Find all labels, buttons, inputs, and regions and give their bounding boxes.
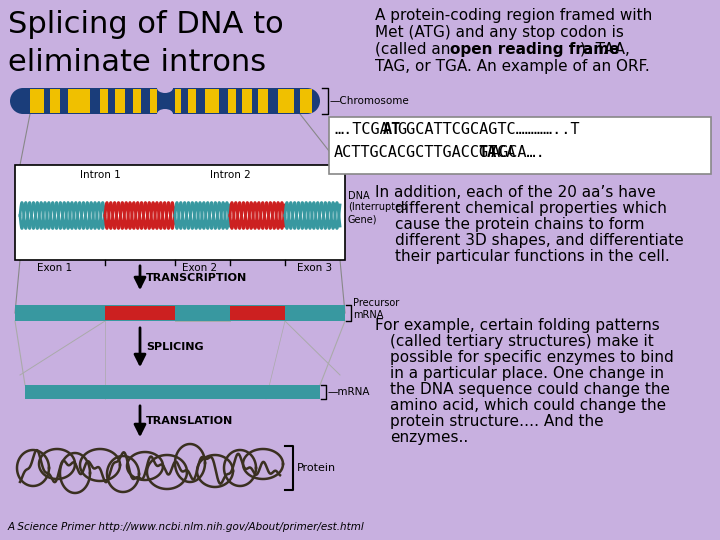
Bar	[50, 89, 60, 113]
Text: SPLICING: SPLICING	[146, 342, 204, 353]
Text: Protein: Protein	[297, 463, 336, 473]
Text: —mRNA: —mRNA	[328, 387, 371, 397]
Ellipse shape	[157, 83, 173, 93]
Text: (called tertiary structures) make it: (called tertiary structures) make it	[390, 334, 654, 349]
Bar	[278, 89, 294, 113]
Text: AT: AT	[383, 122, 401, 137]
Text: different chemical properties which: different chemical properties which	[395, 201, 667, 216]
Text: GGCATTCGCAGTC…………..T: GGCATTCGCAGTC…………..T	[397, 122, 580, 137]
Text: ). TAA,: ). TAA,	[580, 42, 630, 57]
Ellipse shape	[294, 88, 320, 114]
Ellipse shape	[10, 88, 36, 114]
Text: the DNA sequence could change the: the DNA sequence could change the	[390, 382, 670, 397]
Text: cause the protein chains to form: cause the protein chains to form	[395, 217, 644, 232]
Text: (called an: (called an	[375, 42, 455, 57]
Text: Exon 2: Exon 2	[182, 263, 217, 273]
Bar	[100, 89, 108, 113]
Text: in a particular place. One change in: in a particular place. One change in	[390, 366, 664, 381]
Text: Intron 2: Intron 2	[210, 170, 251, 180]
Bar	[133, 89, 141, 113]
Text: TA: TA	[478, 145, 496, 160]
Text: open reading frame: open reading frame	[450, 42, 619, 57]
Bar	[242, 89, 252, 113]
Text: Intron 1: Intron 1	[80, 170, 120, 180]
Text: Precursor
mRNA: Precursor mRNA	[353, 298, 400, 320]
Bar	[300, 89, 312, 113]
Text: ….TCGA: ….TCGA	[334, 122, 389, 137]
Text: possible for specific enzymes to bind: possible for specific enzymes to bind	[390, 350, 674, 365]
Text: amino acid, which could change the: amino acid, which could change the	[390, 398, 666, 413]
Text: their particular functions in the cell.: their particular functions in the cell.	[395, 249, 670, 264]
Bar	[68, 89, 90, 113]
Ellipse shape	[157, 109, 173, 119]
Text: Met (ATG) and any stop codon is: Met (ATG) and any stop codon is	[375, 25, 624, 40]
Bar	[230, 306, 285, 320]
Text: Splicing of DNA to: Splicing of DNA to	[8, 10, 284, 39]
Bar	[205, 89, 219, 113]
Bar	[150, 89, 168, 113]
Bar	[15, 305, 345, 321]
Text: ACTTGCACGCTTGACCGTCA: ACTTGCACGCTTGACCGTCA	[334, 145, 516, 160]
Text: —Chromosome: —Chromosome	[330, 96, 410, 106]
Text: For example, certain folding patterns: For example, certain folding patterns	[375, 318, 660, 333]
Bar	[188, 89, 196, 113]
Text: A protein-coding region framed with: A protein-coding region framed with	[375, 8, 652, 23]
Bar	[258, 89, 268, 113]
Text: Exon 3: Exon 3	[297, 263, 333, 273]
Text: Exon 1: Exon 1	[37, 263, 73, 273]
Bar	[175, 89, 181, 113]
Bar	[30, 89, 44, 113]
Bar	[157, 88, 173, 114]
Text: In addition, each of the 20 aa’s have: In addition, each of the 20 aa’s have	[375, 185, 656, 200]
Text: different 3D shapes, and differentiate: different 3D shapes, and differentiate	[395, 233, 684, 248]
FancyBboxPatch shape	[329, 117, 711, 174]
Text: protein structure…. And the: protein structure…. And the	[390, 414, 603, 429]
Bar	[25, 385, 320, 399]
Text: enzymes..: enzymes..	[390, 430, 468, 445]
Bar	[228, 89, 236, 113]
Text: AGCA….: AGCA….	[491, 145, 546, 160]
Bar	[105, 306, 175, 320]
Text: A Science Primer http://www.ncbi.nlm.nih.gov/About/primer/est.html: A Science Primer http://www.ncbi.nlm.nih…	[8, 522, 365, 532]
Text: TRANSLATION: TRANSLATION	[146, 416, 233, 427]
Text: DNA
(Interrupted
Gene): DNA (Interrupted Gene)	[348, 191, 408, 224]
Text: TAG, or TGA. An example of an ORF.: TAG, or TGA. An example of an ORF.	[375, 59, 649, 74]
Bar	[15, 165, 345, 260]
Text: eliminate introns: eliminate introns	[8, 48, 266, 77]
Bar	[23, 88, 307, 114]
Bar	[115, 89, 125, 113]
Text: TRANSCRIPTION: TRANSCRIPTION	[146, 273, 247, 283]
